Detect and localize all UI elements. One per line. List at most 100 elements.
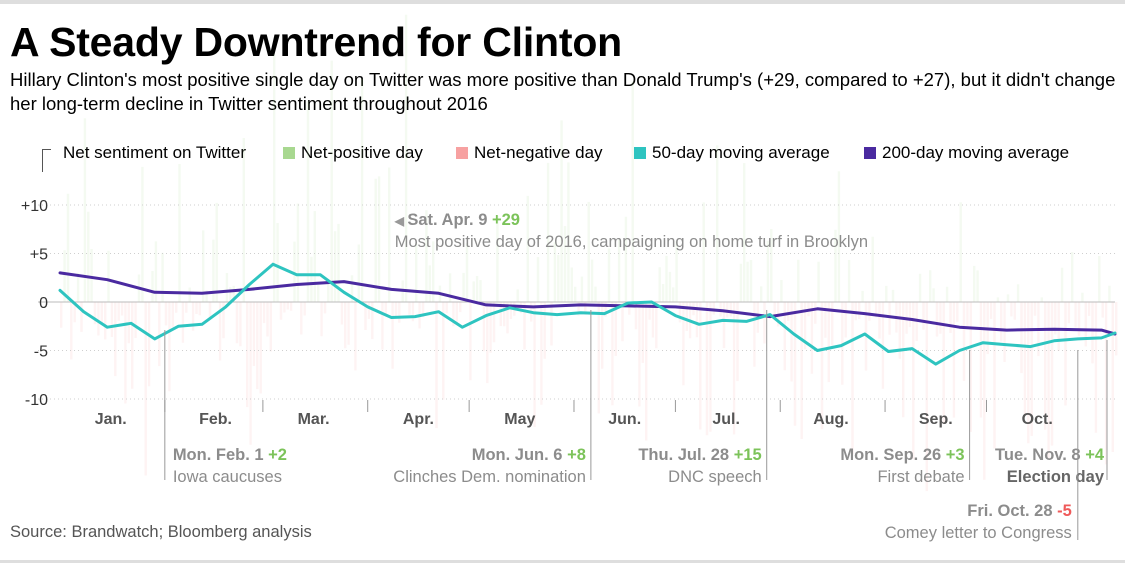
negative-day-bar — [952, 302, 956, 418]
positive-day-bar — [472, 281, 475, 302]
positive-day-bar — [834, 229, 837, 302]
positive-day-bar — [330, 60, 333, 302]
negative-day-bar — [158, 302, 161, 367]
negative-day-bar — [486, 302, 489, 384]
positive-day-bar — [337, 223, 340, 302]
positive-day-bar — [929, 270, 932, 302]
positive-day-bar — [296, 203, 300, 302]
annotation-value: -5 — [1057, 502, 1072, 520]
legend-ma50-label: 50-day moving average — [652, 143, 830, 162]
positive-day-bar — [885, 285, 888, 302]
positive-day-bar — [766, 240, 770, 302]
negative-day-bar — [783, 302, 786, 371]
positive-day-bar — [932, 288, 935, 302]
negative-day-bar — [648, 302, 651, 320]
negative-day-bar — [874, 302, 878, 318]
positive-day-bar — [587, 201, 590, 302]
ma50-line — [58, 262, 1117, 366]
negative-day-bar — [543, 302, 546, 359]
positive-day-bar — [743, 163, 746, 302]
negative-day-bar — [246, 302, 249, 408]
negative-day-bar — [655, 302, 658, 349]
negative-day-bar — [117, 302, 120, 321]
month-label: Oct. — [1022, 411, 1053, 428]
negative-day-bar — [168, 302, 171, 392]
negative-day-bar — [175, 302, 178, 313]
negative-day-bar — [979, 302, 983, 418]
negative-day-bar — [279, 302, 283, 320]
annotation-2016-07-28: Thu. Jul. 28 +15 DNC speech — [638, 446, 761, 486]
negative-day-bar — [354, 302, 357, 371]
chart-title: A Steady Downtrend for Clinton — [10, 19, 623, 65]
negative-day-bar — [638, 302, 641, 407]
negative-day-bar — [482, 302, 486, 352]
negative-day-bar — [1077, 302, 1081, 336]
negative-day-bar — [323, 302, 327, 314]
negative-day-bar — [1030, 302, 1033, 436]
top-rule — [0, 0, 1125, 4]
negative-day-bar — [104, 302, 107, 340]
negative-day-bar — [1050, 302, 1054, 446]
negative-day-bar — [1013, 302, 1016, 320]
positive-day-bar — [837, 171, 841, 302]
negative-day-bar — [347, 302, 350, 345]
negative-day-bar — [371, 302, 374, 340]
negative-day-bar — [269, 302, 272, 352]
negative-day-bar — [678, 302, 682, 323]
negative-day-bar — [634, 302, 638, 330]
positive-day-bar — [242, 138, 245, 302]
positive-day-bar — [313, 211, 316, 302]
negative-day-bar — [459, 302, 462, 313]
negative-day-bar — [286, 302, 289, 310]
positive-day-bar — [415, 243, 418, 302]
negative-day-bar — [222, 302, 225, 339]
negative-day-bar — [489, 302, 492, 353]
annotation-2016-02-01: Mon. Feb. 1 +2 Iowa caucuses — [173, 446, 287, 486]
negative-day-bar — [300, 302, 303, 335]
negative-day-bar — [1111, 302, 1114, 452]
positive-day-bar — [317, 284, 320, 302]
positive-day-bar — [526, 195, 529, 302]
positive-day-bar — [1098, 256, 1101, 302]
y-gridlines — [38, 204, 1115, 400]
negative-day-bar — [147, 302, 151, 387]
annotation-value: +3 — [946, 446, 965, 464]
positive-day-bar — [1060, 267, 1064, 302]
positive-day-bar — [479, 280, 482, 302]
positive-day-bar — [87, 211, 90, 302]
negative-day-bar — [628, 302, 631, 315]
negative-day-bar — [198, 302, 201, 316]
annotation-description: Most positive day of 2016, campaigning o… — [395, 233, 868, 251]
negative-day-bar — [452, 302, 455, 327]
negative-day-bar — [445, 302, 448, 314]
negative-day-bar — [550, 302, 553, 346]
legend-net-label: Net sentiment on Twitter — [63, 143, 246, 162]
negative-day-bar — [266, 302, 269, 337]
positive-day-bar — [1081, 292, 1084, 302]
positive-day-bar — [428, 265, 431, 302]
positive-day-bar — [1040, 297, 1043, 302]
negative-day-bar — [621, 302, 624, 342]
negative-day-bar — [1074, 302, 1077, 328]
positive-day-bar — [617, 239, 621, 302]
positive-day-bar — [716, 145, 719, 302]
positive-day-bar — [871, 236, 874, 302]
negative-day-bar — [611, 302, 614, 406]
positive-day-bar — [770, 229, 773, 302]
positive-day-bar — [557, 255, 560, 302]
negative-day-bar — [902, 302, 905, 418]
negative-day-bar — [391, 302, 394, 369]
positive-day-bar — [475, 276, 479, 302]
positive-day-bar — [594, 286, 597, 302]
negative-day-bar — [1054, 302, 1057, 335]
annotation-date: Sat. Apr. 9 — [407, 211, 492, 229]
negative-day-bar — [1115, 302, 1118, 356]
y-tick-label: 0 — [39, 295, 48, 312]
positive-day-bar — [973, 265, 976, 302]
left-arrow-icon: ◀ — [394, 214, 408, 228]
negative-day-bar — [1064, 302, 1067, 406]
negative-day-bar — [259, 302, 262, 394]
positive-day-bar — [580, 276, 584, 302]
y-tick-label: +5 — [30, 247, 48, 264]
positive-day-bar — [425, 210, 428, 302]
